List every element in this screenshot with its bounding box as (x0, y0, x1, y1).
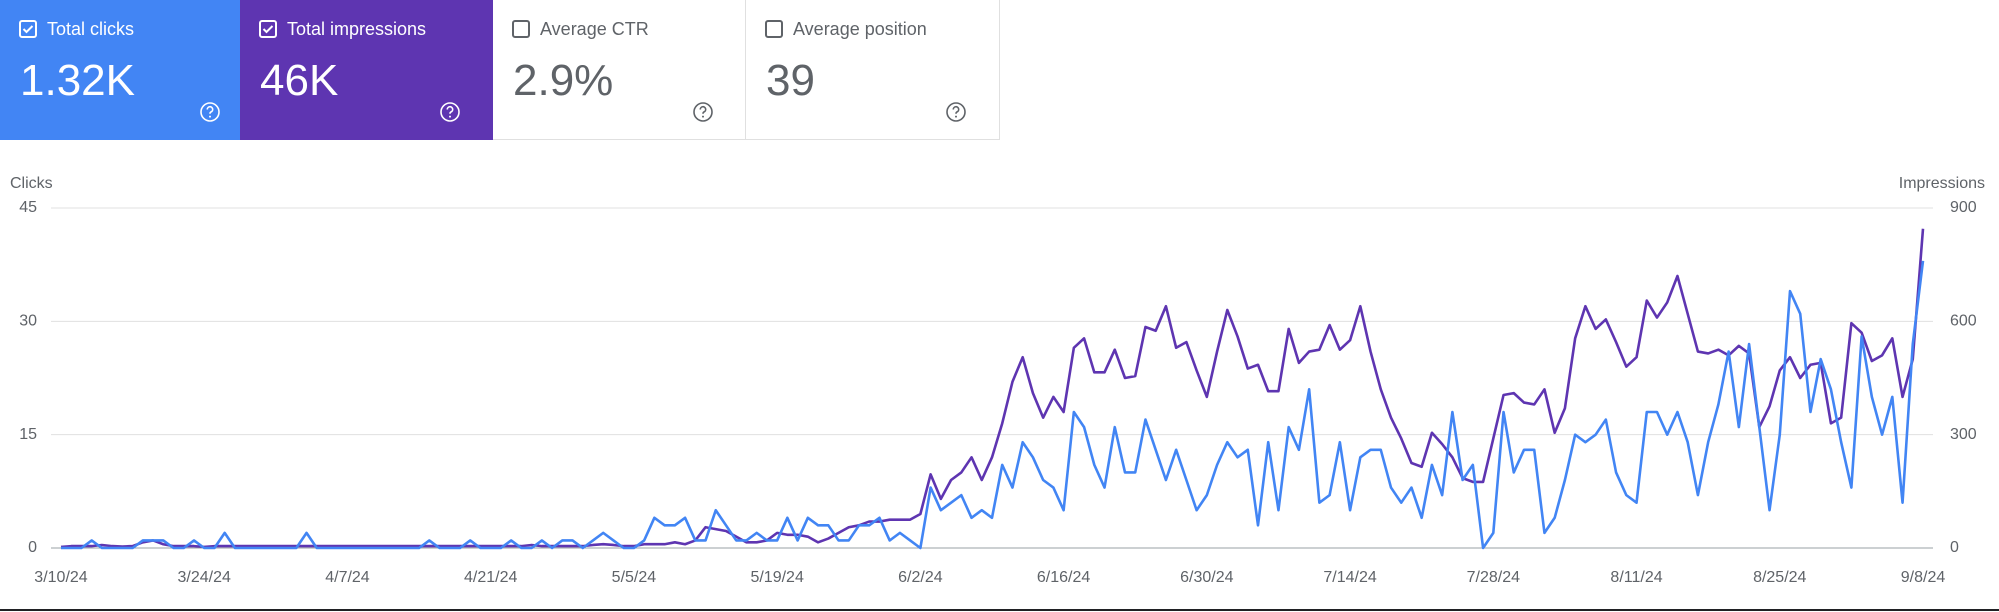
help-icon[interactable] (945, 101, 967, 123)
metric-cards: Total clicks 1.32K Total impressions 46K Ave… (0, 0, 1000, 140)
metric-value: 46K (260, 56, 339, 105)
metric-card[interactable]: Average position 39 (746, 0, 1000, 140)
x-tick-label: 8/25/24 (1753, 569, 1806, 586)
metric-value: 2.9% (513, 56, 614, 105)
help-icon[interactable] (199, 101, 221, 123)
y2-tick-label: 900 (1950, 199, 1977, 216)
performance-chart: Clicks Impressions 0 15 30 45 0 300 600 900 3/10… (0, 175, 1999, 611)
y2-axis-title: Impressions (1899, 175, 1985, 192)
x-tick-label: 5/5/24 (612, 569, 657, 586)
y-tick-label: 0 (28, 539, 37, 556)
series-line (61, 260, 1925, 550)
y-axis-title: Clicks (10, 175, 53, 192)
y2-tick-label: 300 (1950, 426, 1977, 443)
checkbox[interactable] (259, 20, 277, 38)
metric-card[interactable]: Total clicks 1.32K (0, 0, 240, 140)
x-tick-label: 6/2/24 (898, 569, 943, 586)
help-icon[interactable] (692, 101, 714, 123)
help-icon[interactable] (439, 101, 461, 123)
y2-tick-label: 600 (1950, 313, 1977, 330)
metric-label: Total clicks (47, 19, 135, 39)
x-tick-label: 4/7/24 (325, 569, 370, 586)
y-tick-label: 45 (19, 199, 37, 216)
checkbox[interactable] (765, 20, 783, 38)
y-tick-label: 30 (19, 313, 37, 330)
x-tick-label: 3/10/24 (34, 569, 87, 586)
x-tick-label: 5/19/24 (750, 569, 803, 586)
x-tick-label: 9/8/24 (1901, 569, 1946, 586)
y2-tick-label: 0 (1950, 539, 1959, 556)
metric-value: 39 (766, 56, 815, 105)
metric-card[interactable]: Total impressions 46K (240, 0, 493, 140)
metric-label: Average CTR (540, 19, 649, 39)
metric-label: Total impressions (287, 19, 427, 39)
x-tick-label: 6/30/24 (1180, 569, 1233, 586)
series-line (60, 228, 1925, 549)
checkbox[interactable] (19, 20, 37, 38)
x-tick-label: 4/21/24 (464, 569, 517, 586)
x-tick-label: 7/28/24 (1467, 569, 1520, 586)
metric-value: 1.32K (20, 56, 135, 105)
x-tick-label: 8/11/24 (1610, 569, 1662, 586)
x-tick-label: 3/24/24 (178, 569, 231, 586)
y-tick-label: 15 (19, 426, 37, 443)
metric-card[interactable]: Average CTR 2.9% (493, 0, 746, 140)
x-tick-label: 7/14/24 (1323, 569, 1376, 586)
checkbox[interactable] (512, 20, 530, 38)
metric-label: Average position (793, 19, 927, 39)
x-tick-label: 6/16/24 (1037, 569, 1090, 586)
